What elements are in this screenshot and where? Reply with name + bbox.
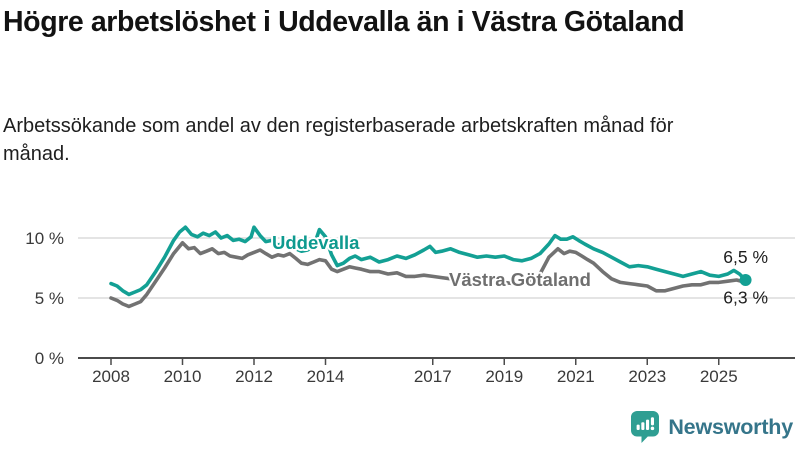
x-tick-label-2010: 2010 [164,367,202,386]
x-tick-label-2023: 2023 [628,367,666,386]
end-value-label-uddevalla: 6,5 % [723,247,768,267]
exclamation-bar [651,416,655,425]
newsworthy-wordmark: Newsworthy [668,414,793,439]
x-tick-label-2008: 2008 [92,367,130,386]
latest-point-marker [739,274,752,286]
x-tick-label-2012: 2012 [235,367,273,386]
chart-labels: Västra Götaland Uddevalla 6,5 % 6,3 % [270,230,768,307]
newsworthy-icon [631,410,660,443]
chart-subtitle: Arbetssökande som andel av den registerb… [3,115,674,166]
series-label-v-stra-g-taland: Västra Götaland [449,269,591,290]
exclamation-dot [651,426,655,430]
bar-chart-glyph [636,416,655,430]
x-tick-label-2021: 2021 [557,367,595,386]
end-value-label-v-stra-g-taland: 6,3 % [723,287,768,307]
y-tick-label-5: 5 % [35,289,64,308]
chart-title: Högre arbetslöshet i Uddevalla än i Väst… [3,6,685,38]
axes: 0 % 5 % 10 % 2008 2010 2012 2014 2017 2019 2021 20… [25,229,795,386]
newsworthy-logo: Newsworthy [631,410,793,444]
x-tick-label-2014: 2014 [307,367,345,386]
x-tick-label-2017: 2017 [414,367,452,386]
series-line-v-stra-g-taland [109,241,748,309]
y-tick-label-10: 10 % [25,229,64,248]
series-label-uddevalla: Uddevalla [272,232,360,253]
x-tick-label-2025: 2025 [700,367,738,386]
x-tick-label-2019: 2019 [485,367,523,386]
series-line-uddevalla [109,225,748,297]
y-tick-label-0: 0 % [35,349,64,368]
data-series [109,225,752,309]
